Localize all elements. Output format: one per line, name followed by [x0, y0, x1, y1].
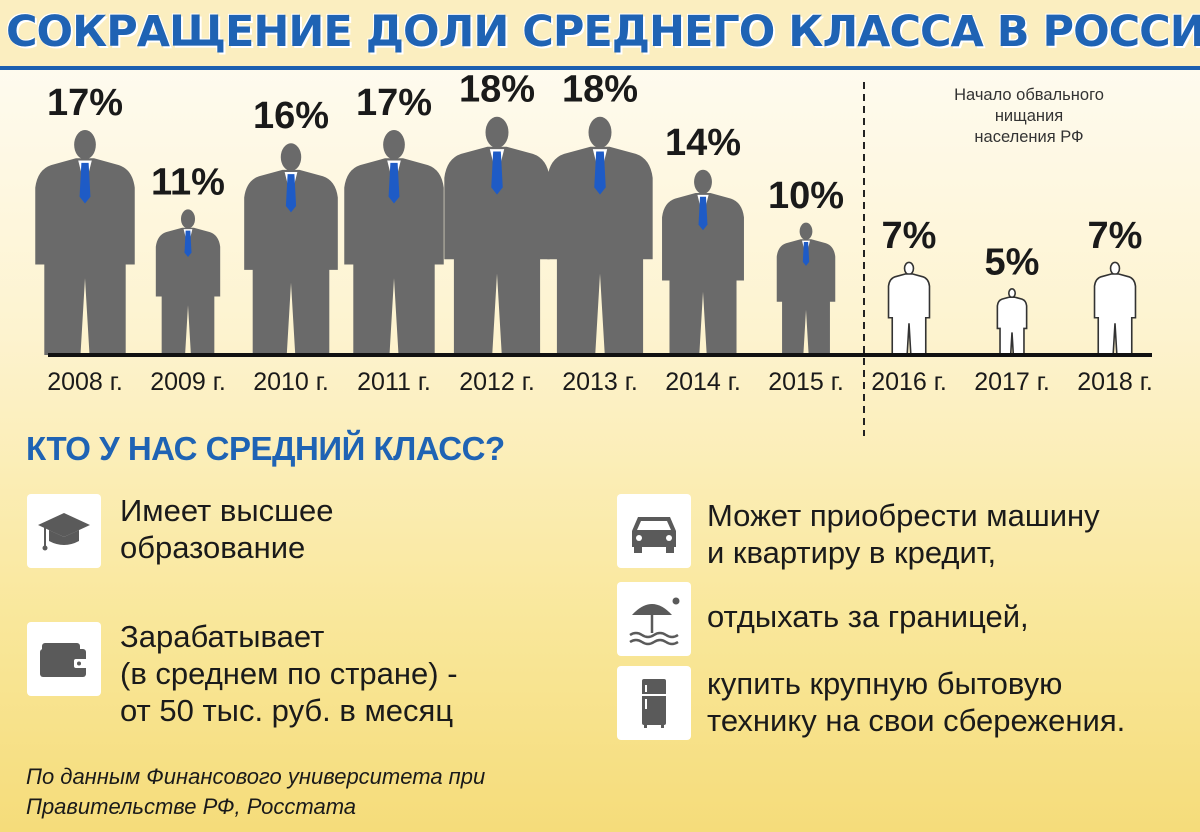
feature-appliance-text: купить крупную бытовую технику на свои с… — [707, 666, 1126, 738]
figure-mark — [887, 261, 931, 356]
value-label: 7% — [1088, 215, 1143, 257]
salary-icon-box — [27, 622, 101, 696]
figure-mark — [155, 209, 221, 355]
appliance-icon-box — [617, 666, 691, 740]
feature-salary-text: Зарабатывает (в среднем по стране) - от … — [120, 619, 458, 728]
value-label: 14% — [665, 122, 741, 164]
car-icon-box — [617, 494, 691, 568]
year-label-layer: 2008 г. 2009 г. 2010 г. 2011 г. 2012 г. 2013 … — [47, 368, 1153, 396]
figure-mark — [344, 130, 444, 355]
year-label: 2013 г. — [562, 368, 638, 396]
education-icon-box — [27, 494, 101, 568]
figure-mark — [244, 143, 338, 355]
feature-travel-text: отдыхать за границей, — [707, 599, 1029, 634]
value-label: 16% — [253, 95, 329, 137]
value-label: 11% — [151, 162, 225, 204]
beach-umbrella-icon — [629, 597, 680, 646]
annotation-note: Начало обвального нищания населения РФ — [954, 86, 1104, 146]
car-icon — [632, 517, 676, 553]
chart: 17%11%16% 17% 18% 18%14%10%7%5%7% 2008 г. 20… — [35, 70, 1153, 436]
feature-education-text: Имеет высшее образование — [120, 493, 334, 565]
year-label: 2009 г. — [150, 368, 226, 396]
year-label: 2017 г. — [974, 368, 1050, 396]
value-label: 17% — [47, 82, 123, 124]
year-label: 2014 г. — [665, 368, 741, 396]
figure-mark — [547, 116, 653, 355]
figure-mark — [776, 222, 836, 355]
refrigerator-icon — [642, 679, 666, 728]
figure-layer — [35, 116, 1137, 356]
header-band: СОКРАЩЕНИЕ ДОЛИ СРЕДНЕГО КЛАССА В РОССИИ — [0, 0, 1200, 70]
year-label: 2011 г. — [357, 368, 431, 396]
value-label: 7% — [882, 215, 937, 257]
feature-car-text: Может приобрести машину и квартиру в кре… — [707, 498, 1100, 570]
year-label: 2012 г. — [459, 368, 535, 396]
travel-icon-box — [617, 582, 691, 656]
figure-mark — [1093, 261, 1137, 356]
year-label: 2018 г. — [1077, 368, 1153, 396]
value-label: 5% — [985, 242, 1040, 284]
value-label: 10% — [768, 175, 844, 217]
year-label: 2010 г. — [253, 368, 329, 396]
figure-mark — [444, 116, 550, 355]
figure-mark — [996, 288, 1028, 356]
value-label: 18% — [562, 70, 638, 111]
year-label: 2008 г. — [47, 368, 123, 396]
graduation-cap-icon — [38, 513, 90, 551]
section-subtitle: КТО У НАС СРЕДНИЙ КЛАСС? — [26, 430, 505, 467]
figure-mark — [662, 169, 744, 355]
page-title: СОКРАЩЕНИЕ ДОЛИ СРЕДНЕГО КЛАССА В РОССИИ — [6, 7, 1200, 57]
value-label: 18% — [459, 70, 535, 111]
value-label: 17% — [356, 82, 432, 124]
value-label-layer: 17% 11% 16% 17% 18% 18% 14% 10% 7% 5% 7% — [47, 70, 1143, 284]
figure-mark — [35, 130, 135, 355]
source-note: По данным Финансового университета при П… — [26, 764, 486, 819]
wallet-icon — [40, 643, 88, 677]
year-label: 2016 г. — [871, 368, 947, 396]
year-label: 2015 г. — [768, 368, 844, 396]
